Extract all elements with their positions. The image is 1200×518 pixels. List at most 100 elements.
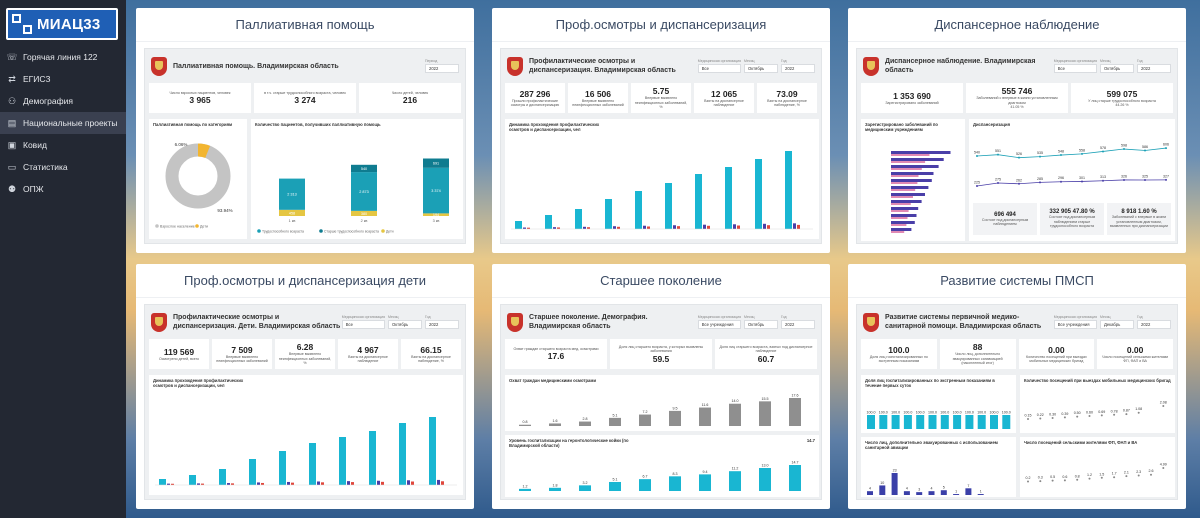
filter-dropdown[interactable]: Медицинская организация Все (1053, 59, 1097, 73)
card-title[interactable]: Старшее поколение (492, 264, 830, 298)
bar-label: 0.8 (523, 420, 528, 424)
bar (605, 199, 612, 229)
bar (891, 154, 930, 156)
filter-value[interactable]: Октябрь (744, 64, 778, 73)
kpi-label: Охват граждан старшего возраста мед. осм… (513, 346, 599, 351)
filter-value[interactable]: Декабрь (1100, 320, 1134, 329)
point-label: 0.8 (1075, 474, 1080, 478)
filter-value[interactable]: Октябрь (1100, 64, 1134, 73)
filter-value[interactable]: 2022 (781, 64, 815, 73)
point-label: 1.5 (1099, 472, 1104, 476)
filter-value[interactable]: Все (697, 64, 741, 73)
point-label: 0.15 (1025, 413, 1032, 417)
filter-value[interactable]: Все (1053, 64, 1097, 73)
filter-value[interactable]: 2022 (1137, 320, 1171, 329)
filter-dropdown[interactable]: Месяц Октябрь (1100, 59, 1134, 73)
filter-label: Медицинская организация (697, 315, 741, 319)
bar (916, 492, 923, 495)
filter-value[interactable]: Все учреждения (697, 320, 741, 329)
registered-panel: Зарегистрировано заболеваний по медицинс… (861, 119, 965, 241)
filter-dropdown[interactable]: Медицинская организация Все учреждения (697, 315, 741, 329)
filter-dropdown[interactable]: Месяц Октябрь (744, 59, 778, 73)
card-dispanser[interactable]: Диспансерное наблюдение Диспансерное наб… (848, 8, 1186, 253)
segment-label: 540 (361, 167, 367, 171)
card-title[interactable]: Паллиативная помощь (136, 8, 474, 42)
filter-dropdown[interactable]: Месяц Октябрь (388, 315, 422, 329)
sidebar-item[interactable]: ⚉ ОПЖ (0, 178, 126, 200)
filter-value[interactable]: Октябрь (744, 320, 778, 329)
filter-value[interactable]: 2022 (781, 320, 815, 329)
point-label: 535 (1037, 151, 1043, 155)
bar (891, 224, 907, 226)
dashboard-grid: Паллиативная помощь Паллиативная помощь.… (126, 0, 1200, 518)
bar-segment-working (423, 158, 449, 168)
bar-label: 8.3 (673, 472, 678, 476)
filter-dropdown[interactable]: Год 2022 (781, 315, 815, 329)
kpi-tile: Доля лиц старшего возраста, взятых под д… (715, 339, 817, 369)
bottom-kpis: 696 494 Состоят под диспансерным наблюден… (969, 201, 1175, 237)
sidebar-item[interactable]: ▭ Статистика (0, 156, 126, 178)
filter-dropdown[interactable]: Медицинская организация Все (341, 315, 385, 329)
sidebar-item-label: Демография (23, 96, 73, 106)
bar (729, 403, 741, 426)
kpi-percent: 44.26 % (1115, 103, 1129, 107)
sidebar-item[interactable]: ☏ Горячая линия 122 (0, 46, 126, 68)
bar (171, 483, 174, 485)
filter-value[interactable]: 2022 (1137, 64, 1171, 73)
bar (549, 423, 561, 426)
data-point (1051, 416, 1054, 419)
bar (635, 191, 642, 229)
filter-dropdown[interactable]: Год 2022 (781, 59, 815, 73)
bar-label: 3 (918, 488, 920, 492)
kpi-tile: 73.09 Взяты на диспансерное наблюдение, % (757, 83, 817, 113)
bar (953, 494, 960, 495)
data-point (1165, 147, 1167, 150)
filter-value[interactable]: Все (341, 320, 385, 329)
filter-value[interactable]: Октябрь (388, 320, 422, 329)
card-children[interactable]: Проф.осмотры и диспансеризация дети Проф… (136, 264, 474, 509)
phone-icon: ☏ (6, 51, 18, 62)
filter-dropdown[interactable]: Месяц Октябрь (744, 315, 778, 329)
card-pmsp[interactable]: Развитие системы ПМСП Развитие системы п… (848, 264, 1186, 509)
bar (639, 414, 651, 426)
bar (977, 415, 986, 429)
filter-dropdown[interactable]: Медицинская организация Все учреждения (1053, 315, 1097, 329)
kpi-tile: 66.15 Взяты на диспансерное наблюдение, % (401, 339, 461, 369)
mobile-brigades-chart: 0.15 0.22 0.30 0.39 0.50 0.60 0.69 0.78 0.87 1.08… (1025, 401, 1167, 420)
filter-value[interactable]: 2022 (425, 320, 459, 329)
card-title[interactable]: Проф.осмотры и диспансеризация дети (136, 264, 474, 298)
kpi-value: 5.75 (652, 86, 670, 97)
point-label: 262 (1016, 178, 1022, 182)
period-filter[interactable]: Период 2022 (425, 59, 459, 73)
filter-dropdown[interactable]: Месяц Декабрь (1100, 315, 1134, 329)
bar (891, 221, 915, 224)
sidebar-item[interactable]: ⚇ Демография (0, 90, 126, 112)
bar (291, 482, 294, 485)
bar-label: 13.0 (762, 464, 769, 468)
bar (527, 227, 530, 229)
sidebar-item[interactable]: ▤ Национальные проекты (0, 112, 126, 134)
filter-dropdown[interactable]: Год 2022 (425, 315, 459, 329)
card-palliative[interactable]: Паллиативная помощь Паллиативная помощь.… (136, 8, 474, 253)
logo[interactable]: МИАЦ33 (6, 8, 118, 40)
kpi-label: Число взрослых пациентов, человек (169, 90, 231, 95)
card-title[interactable]: Диспансерное наблюдение (848, 8, 1186, 42)
card-title[interactable]: Проф.осмотры и диспансеризация (492, 8, 830, 42)
bar (347, 481, 350, 485)
card-profosmotr[interactable]: Проф.осмотры и диспансеризация Профилакт… (492, 8, 830, 253)
sidebar-item[interactable]: ▣ Ковид (0, 134, 126, 156)
virus-icon: ▣ (7, 139, 17, 150)
sidebar-item[interactable]: ⇄ ЕГИСЗ (0, 68, 126, 90)
point-label: 0.6 (1062, 475, 1067, 479)
filter-label: Месяц (1100, 59, 1111, 63)
bar-segment-children (423, 213, 449, 216)
point-label: 598 (1121, 144, 1127, 148)
filter-dropdown[interactable]: Год 2022 (1137, 315, 1171, 329)
filter-dropdown[interactable]: Медицинская организация Все (697, 59, 741, 73)
filter-value[interactable]: Все учреждения (1053, 320, 1097, 329)
filter-dropdown[interactable]: Год 2022 (1137, 59, 1171, 73)
card-title[interactable]: Развитие системы ПМСП (848, 264, 1186, 298)
panel-title: Паллиативная помощь по категориям (153, 122, 233, 127)
card-senior[interactable]: Старшее поколение Старшее поколение. Дем… (492, 264, 830, 509)
data-point (1150, 473, 1152, 476)
